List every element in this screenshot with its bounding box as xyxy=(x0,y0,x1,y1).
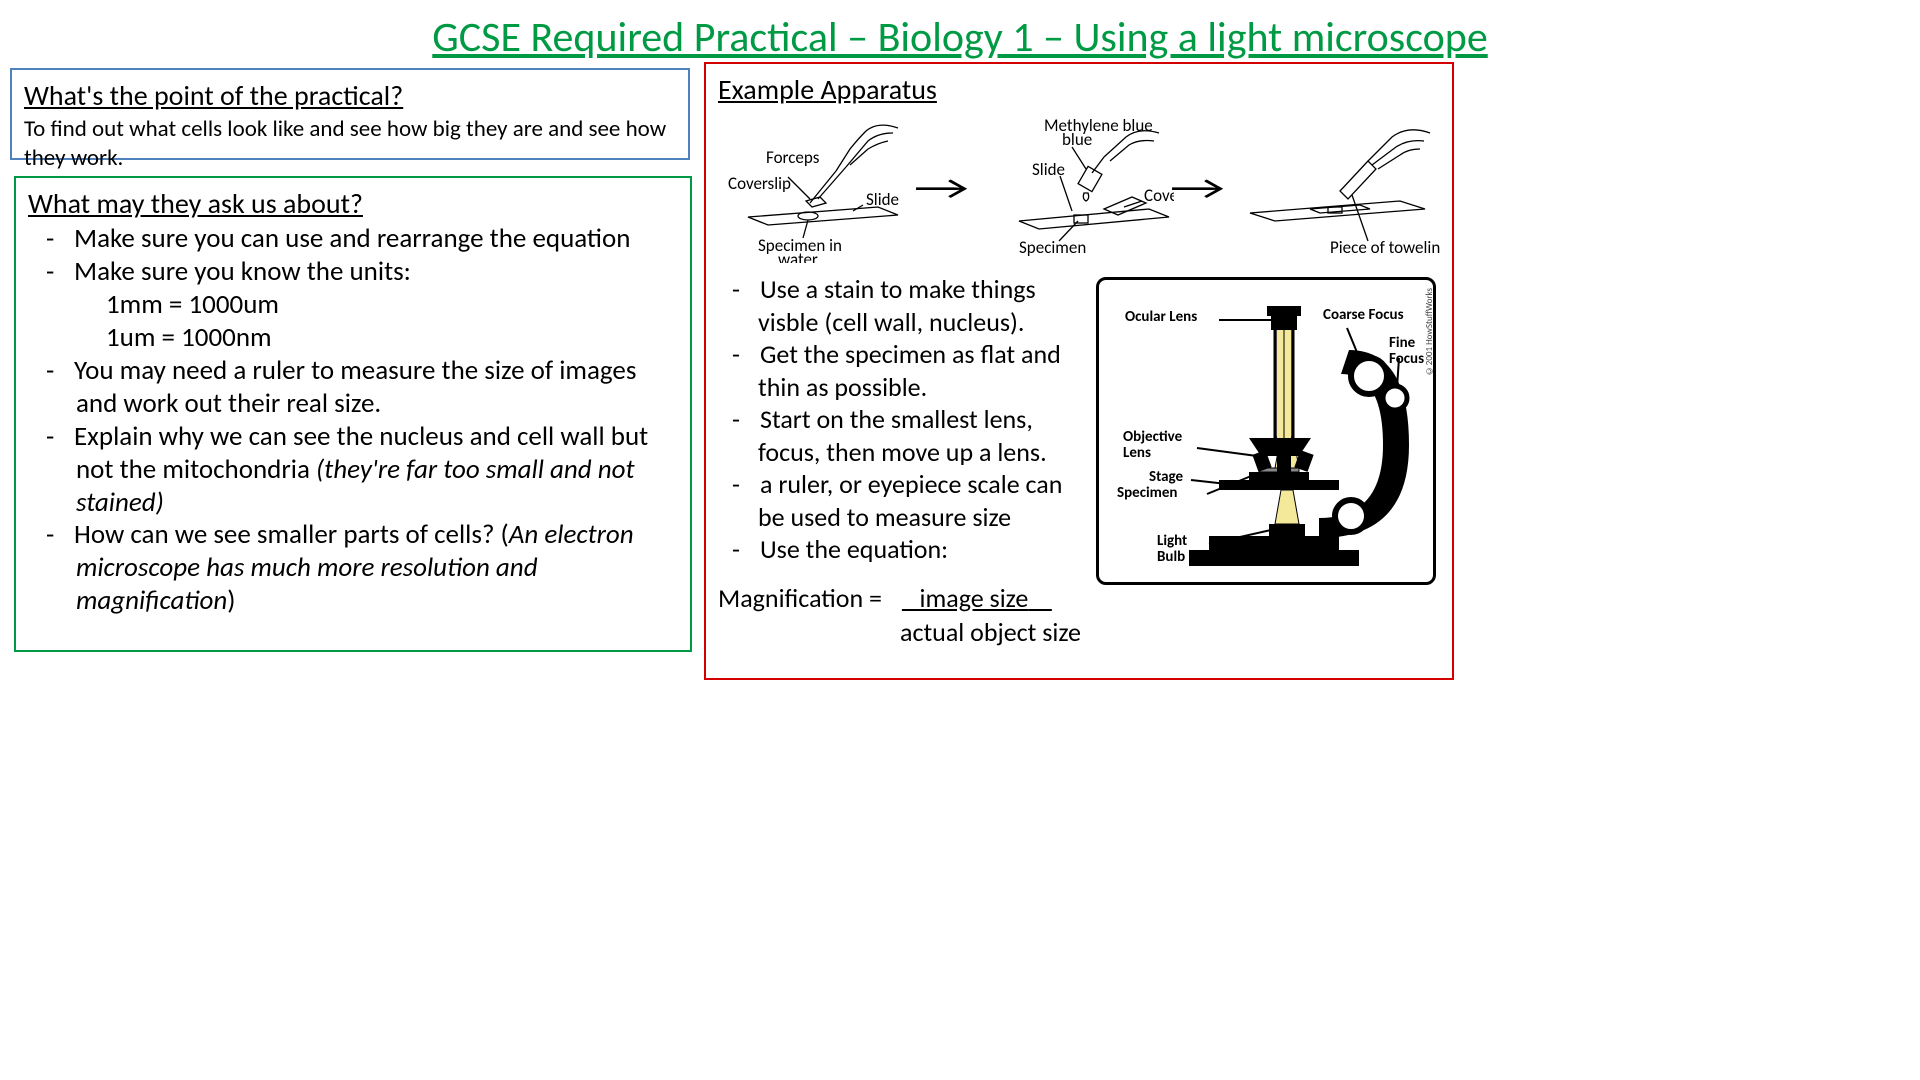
magnification-equation: Magnification = image size actual object… xyxy=(718,582,1088,648)
list-item: Make sure you know the units: xyxy=(28,256,678,289)
list-item: How can we see smaller parts of cells? (… xyxy=(28,519,678,618)
apparatus-diagram-row: Forceps Coverslip Slide Specimen in wate… xyxy=(718,113,1440,263)
ocular-lens-label: Ocular Lens xyxy=(1125,310,1197,326)
stain-icon: Methylene blue blue Slide Coverslip Spec… xyxy=(964,113,1174,263)
page-title: GCSE Required Practical – Biology 1 – Us… xyxy=(0,0,1920,63)
list-item: 1um = 1000nm xyxy=(28,322,678,355)
light-bulb-label: LightBulb xyxy=(1157,534,1187,566)
fine-focus-label: FineFocus xyxy=(1389,336,1424,368)
svg-text:Coverslip: Coverslip xyxy=(728,173,791,194)
questions-box: What may they ask us about? Make sure yo… xyxy=(14,176,692,652)
list-item: 1mm = 1000um xyxy=(28,289,678,322)
svg-text:water: water xyxy=(778,249,818,263)
microscope-diagram: ©2001 HowStuffWorks xyxy=(1096,277,1436,585)
svg-text:blue: blue xyxy=(1062,129,1092,150)
list-item: You may need a ruler to measure the size… xyxy=(28,355,678,421)
apparatus-step-1: Forceps Coverslip Slide Specimen in wate… xyxy=(718,113,918,263)
toweling-icon: Piece of toweling xyxy=(1220,113,1440,263)
list-item: Explain why we can see the nucleus and c… xyxy=(28,421,678,520)
arrow-icon: → xyxy=(913,168,968,209)
list-item: Use the equation: xyxy=(718,533,1088,566)
point-box: What's the point of the practical? To fi… xyxy=(10,68,690,160)
point-heading: What's the point of the practical? xyxy=(24,78,676,113)
list-item: Use a stain to make things visble (cell … xyxy=(718,273,1088,338)
slide-prep-icon: Forceps Coverslip Slide Specimen in wate… xyxy=(718,113,918,263)
svg-text:Slide: Slide xyxy=(866,189,899,210)
apparatus-step-3: Piece of toweling xyxy=(1220,113,1440,263)
objective-lens-label: ObjectiveLens xyxy=(1123,430,1182,462)
questions-heading: What may they ask us about? xyxy=(28,186,678,221)
point-body: To find out what cells look like and see… xyxy=(24,115,676,173)
coarse-focus-label: Coarse Focus xyxy=(1323,308,1404,324)
questions-list: Make sure you can use and rearrange the … xyxy=(28,223,678,618)
svg-text:Methylene blue: Methylene blue xyxy=(1044,115,1153,136)
copyright-label: ©2001 HowStuffWorks xyxy=(1424,288,1435,376)
arrow-icon: → xyxy=(1169,168,1224,209)
list-item: Get the specimen as flat and thin as pos… xyxy=(718,338,1088,403)
list-item: Start on the smallest lens, focus, then … xyxy=(718,403,1088,468)
apparatus-heading: Example Apparatus xyxy=(718,72,1440,107)
svg-text:Piece of toweling: Piece of toweling xyxy=(1330,237,1440,258)
apparatus-step-2: Methylene blue blue Slide Coverslip Spec… xyxy=(964,113,1174,263)
specimen-label: Specimen xyxy=(1117,486,1177,502)
list-item: a ruler, or eyepiece scale can be used t… xyxy=(718,468,1088,533)
svg-text:Forceps: Forceps xyxy=(766,147,820,168)
svg-text:Specimen: Specimen xyxy=(1019,237,1086,258)
apparatus-box: Example Apparatus Forceps Coverslip Slid… xyxy=(704,62,1454,680)
apparatus-notes: Use a stain to make things visble (cell … xyxy=(718,273,1088,648)
list-item: Make sure you can use and rearrange the … xyxy=(28,223,678,256)
